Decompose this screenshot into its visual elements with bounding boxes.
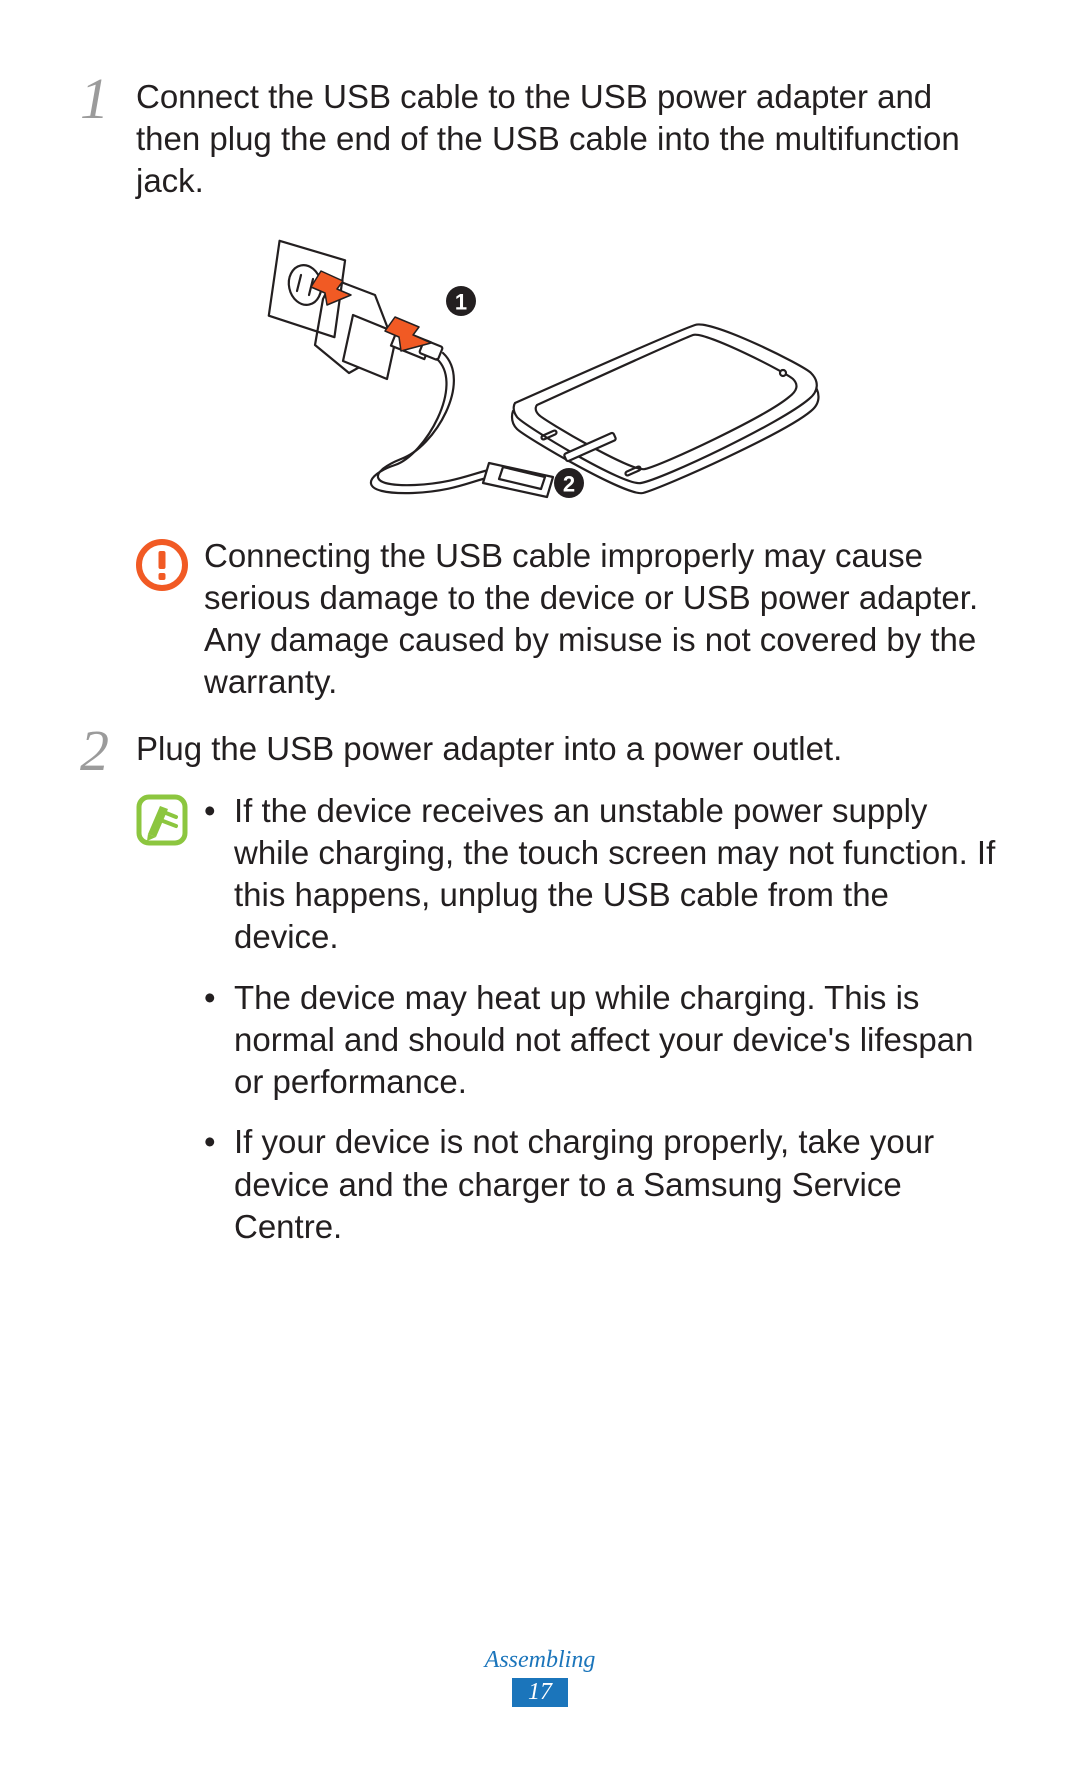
note-body: If the device receives an unstable power… [204,790,1000,1266]
callout-2-label: 2 [563,471,575,496]
note-block: If the device receives an unstable power… [80,790,1000,1266]
note-list: If the device receives an unstable power… [204,790,1000,1248]
step-2-text: Plug the USB power adapter into a power … [136,722,1000,770]
page: 1 Connect the USB cable to the USB power… [0,0,1080,1771]
warning-text: Connecting the USB cable improperly may … [204,535,1000,704]
usb-plug-a [385,317,443,360]
note-icon [136,794,188,846]
footer-section-label: Assembling [0,1647,1080,1674]
note-item-1: If the device receives an unstable power… [204,790,1000,959]
warning-icon [136,539,188,591]
charging-diagram: 1 2 [245,225,835,515]
dock-connector [483,463,553,497]
footer: Assembling 17 [0,1647,1080,1707]
step-1-text: Connect the USB cable to the USB power a… [136,70,1000,203]
usb-cable [371,359,491,493]
warning-callout: Connecting the USB cable improperly may … [80,535,1000,704]
step-1-number: 1 [80,70,136,128]
step-2: 2 Plug the USB power adapter into a powe… [80,722,1000,780]
step-2-number: 2 [80,722,136,780]
callout-1-label: 1 [455,289,467,314]
note-item-3: If your device is not charging properly,… [204,1121,1000,1248]
footer-page-number: 17 [512,1678,568,1707]
note-item-2: The device may heat up while charging. T… [204,977,1000,1104]
figure-container: 1 2 [80,225,1000,515]
tablet-device [512,324,819,493]
step-1: 1 Connect the USB cable to the USB power… [80,70,1000,203]
